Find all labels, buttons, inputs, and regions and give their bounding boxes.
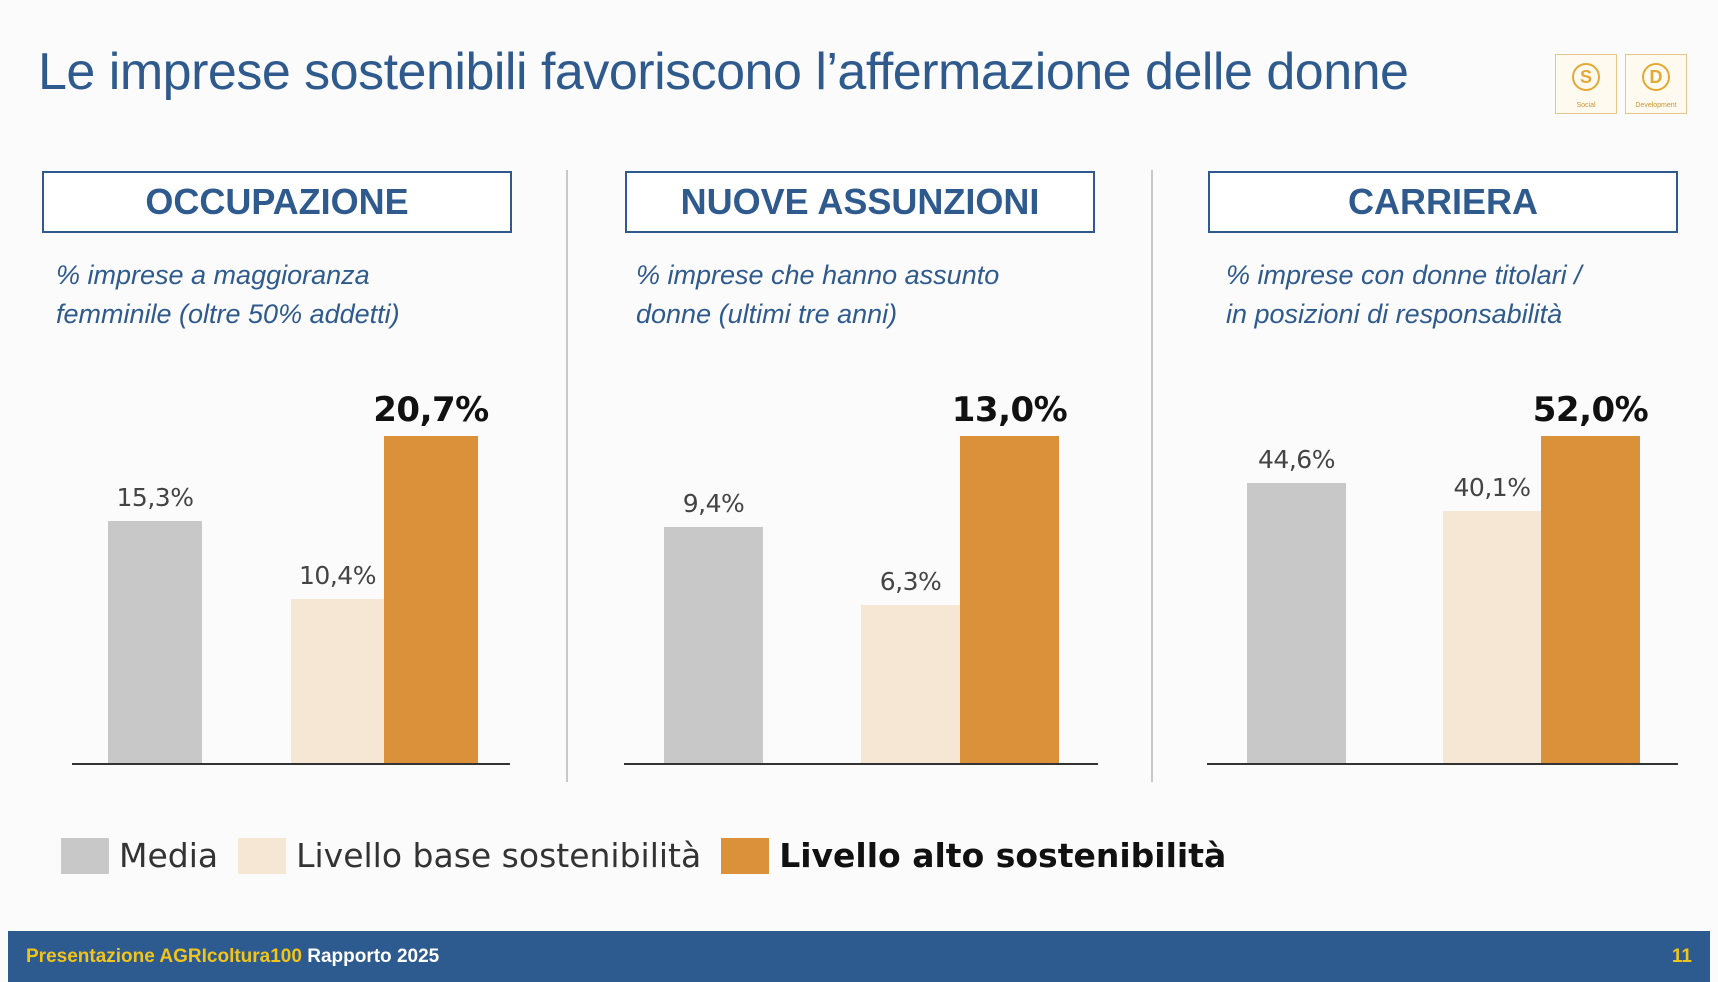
social-badge: S Social [1555, 54, 1617, 114]
panel-header-nuove-assunzioni: NUOVE ASSUNZIONI [625, 171, 1095, 233]
bar-nuove-assunzioni-base [861, 604, 960, 763]
bar-value-label-nuove-assunzioni-alto: 13,0% [951, 390, 1068, 430]
footer-title: Presentazione AGRIcoltura100 Rapporto 20… [26, 946, 439, 968]
chart-baseline-nuove-assunzioni [624, 763, 1098, 765]
footer-report: Rapporto 2025 [301, 946, 440, 967]
legend-item-alto: Livello alto sostenibilità [721, 836, 1226, 875]
legend-swatch-alto [721, 837, 770, 874]
sdg-badges: S Social D Development [1555, 54, 1687, 114]
page-number: 11 [1671, 946, 1692, 967]
legend-item-media: Media [61, 836, 218, 875]
bar-nuove-assunzioni-media [664, 526, 763, 763]
subtitle-line: % imprese con donne titolari / [1226, 260, 1582, 290]
panel-header-carriera: CARRIERA [1208, 171, 1678, 233]
subtitle-line: % imprese a maggioranza [56, 260, 370, 290]
subtitle-line: femminile (oltre 50% addetti) [56, 299, 400, 329]
panel-header-occupazione: OCCUPAZIONE [42, 171, 512, 233]
legend-swatch-base [238, 837, 287, 874]
social-badge-icon: S [1572, 63, 1600, 91]
bar-carriera-media [1247, 482, 1346, 763]
footer-bar: Presentazione AGRIcoltura100 Rapporto 20… [8, 931, 1710, 982]
bar-occupazione-media [108, 521, 202, 763]
chart-baseline-carriera [1207, 763, 1678, 765]
bar-value-label-carriera-alto: 52,0% [1532, 390, 1649, 430]
bar-occupazione-base [291, 598, 384, 763]
bar-value-label-carriera-base: 40,1% [1453, 472, 1531, 502]
development-badge: D Development [1625, 54, 1687, 114]
legend-label-media: Media [119, 836, 219, 875]
slide-title: Le imprese sostenibili favoriscono l’aff… [38, 43, 1409, 101]
bar-value-label-carriera-media: 44,6% [1258, 444, 1335, 474]
subtitle-line: donne (ultimi tre anni) [636, 299, 898, 329]
bar-carriera-alto [1541, 436, 1640, 763]
bar-carriera-base [1443, 510, 1541, 763]
bar-nuove-assunzioni-alto [960, 436, 1059, 763]
legend-swatch-media [61, 837, 109, 874]
bar-value-label-occupazione-base: 10,4% [299, 560, 376, 590]
legend-item-base: Livello base sostenibilità [238, 836, 701, 875]
bar-value-label-occupazione-media: 15,3% [116, 483, 194, 513]
legend-label-base: Livello base sostenibilità [296, 836, 702, 875]
panel-divider [566, 170, 568, 782]
chart-baseline-occupazione [72, 763, 510, 765]
development-badge-icon: D [1642, 63, 1670, 91]
bar-occupazione-alto [384, 436, 478, 763]
subtitle-line: % imprese che hanno assunto [636, 260, 1000, 290]
legend: Media Livello base sostenibilità Livello… [61, 836, 1246, 875]
bar-value-label-nuove-assunzioni-media: 9,4% [682, 488, 745, 518]
panel-subtitle-carriera: % imprese con donne titolari / in posizi… [1226, 256, 1582, 334]
footer-brand: Presentazione AGRIcoltura100 [26, 946, 302, 967]
bar-value-label-nuove-assunzioni-base: 6,3% [879, 566, 942, 596]
panel-subtitle-occupazione: % imprese a maggioranza femminile (oltre… [56, 256, 400, 334]
panel-divider [1151, 170, 1153, 782]
legend-label-alto: Livello alto sostenibilità [779, 836, 1227, 875]
subtitle-line: in posizioni di responsabilità [1226, 299, 1563, 329]
social-badge-caption: Social [1576, 102, 1596, 109]
development-badge-caption: Development [1635, 102, 1677, 109]
bar-value-label-occupazione-alto: 20,7% [373, 390, 489, 430]
panel-subtitle-nuove-assunzioni: % imprese che hanno assunto donne (ultim… [636, 256, 999, 334]
